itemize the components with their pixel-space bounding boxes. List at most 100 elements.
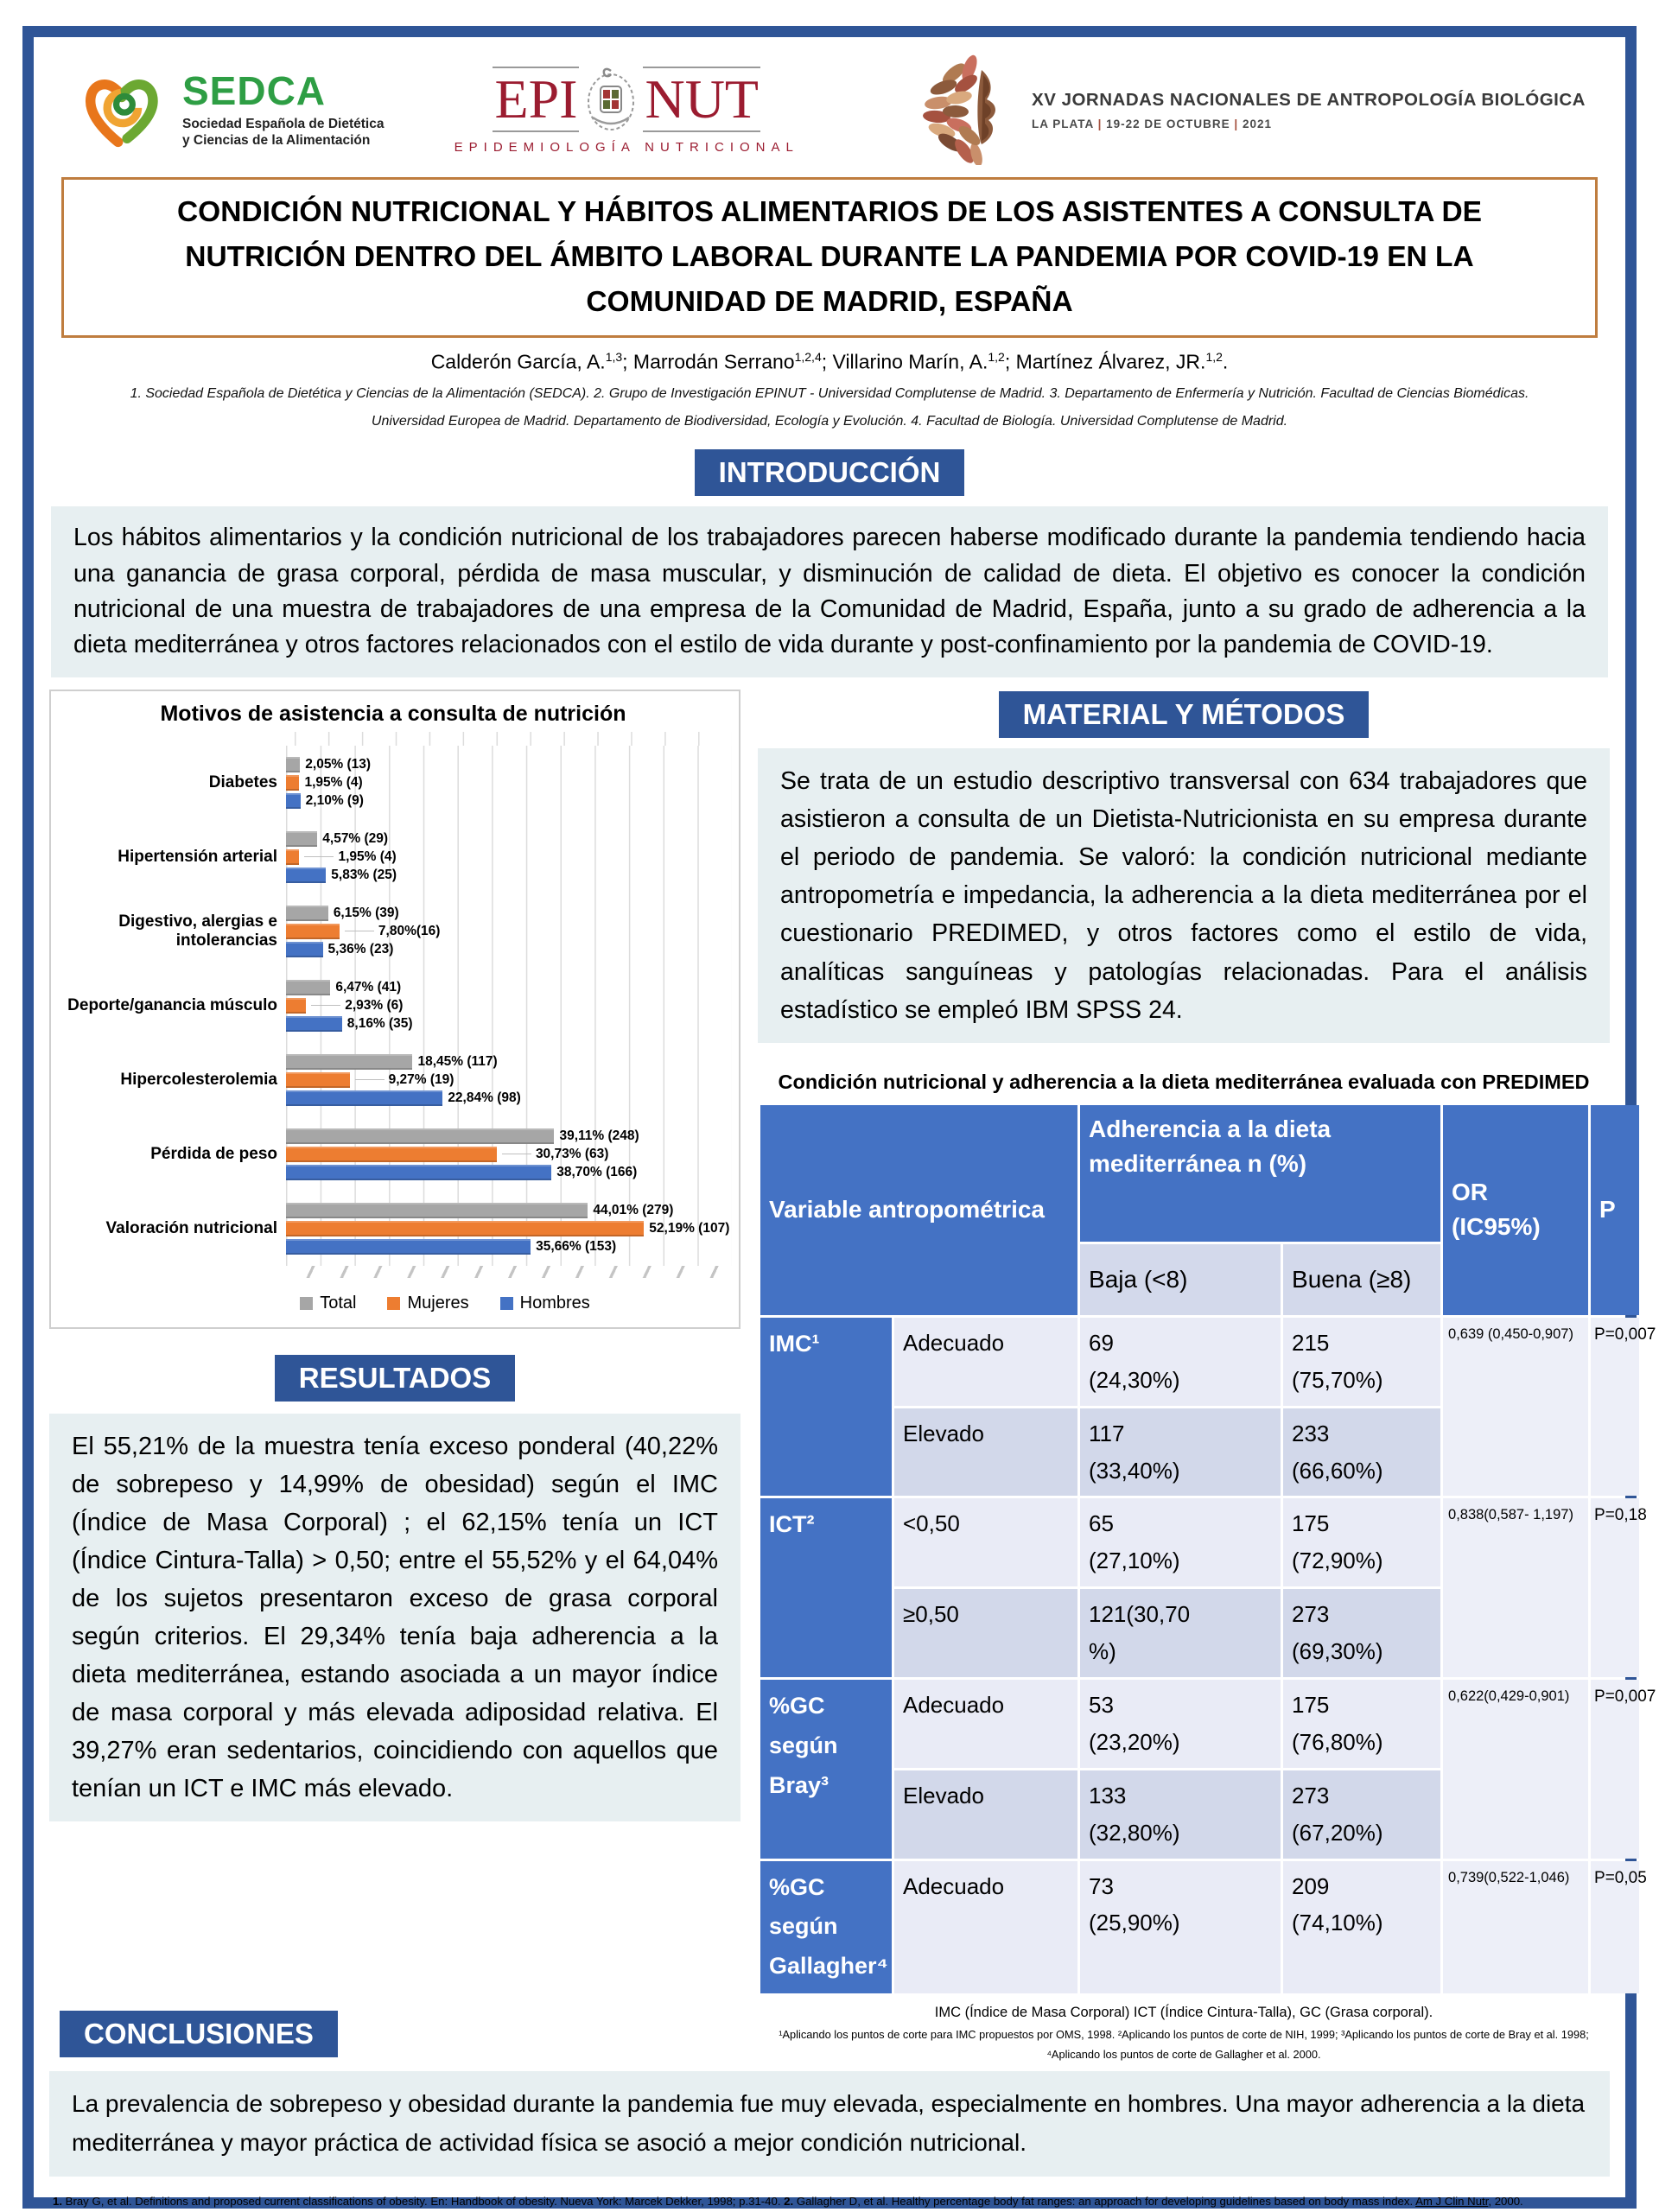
page-content: SEDCA Sociedad Española de Dietética y C… — [48, 46, 1656, 2208]
bar-value-label: 6,15% (39) — [333, 905, 399, 920]
author-name: ; Martínez Álvarez, JR. — [1004, 350, 1206, 373]
bar-value-label: 22,84% (98) — [448, 1090, 521, 1105]
bar-value-label: 2,10% (9) — [305, 792, 364, 808]
epinut-subtitle: EPIDEMIOLOGÍA NUTRICIONAL — [454, 139, 799, 155]
bar-line: 18,45% (117) — [286, 1053, 732, 1071]
bar-value-label: 5,83% (25) — [331, 867, 397, 882]
bar-mujeres — [286, 1071, 350, 1088]
author-name: Calderón García, A. — [430, 350, 606, 373]
epinut-word-right: NUT — [643, 66, 761, 132]
resultados-text: El 55,21% de la muestra tenía exceso pon… — [49, 1413, 741, 1822]
bar-total — [286, 1202, 588, 1218]
reference-text: Gallagher D, et al. Healthy percentage b… — [793, 2194, 1416, 2208]
bar-total — [286, 979, 331, 995]
legend-item-mujeres: Mujeres — [387, 1293, 469, 1313]
legend-label: Mujeres — [407, 1293, 469, 1313]
table-row: %GC según Bray³ Adecuado 53 (23,20%) 175… — [760, 1680, 1656, 1859]
bar-line: 38,70% (166) — [286, 1164, 732, 1181]
col-header-baja: Baja (<8) — [1080, 1243, 1281, 1315]
section-heading-material: MATERIAL Y MÉTODOS — [998, 690, 1370, 738]
poster-title: CONDICIÓN NUTRICIONAL Y HÁBITOS ALIMENTA… — [61, 177, 1598, 338]
reference-text: Bray G, et al. Definitions and proposed … — [62, 2194, 785, 2208]
bar-value-label: 4,57% (29) — [322, 830, 389, 846]
table-title: Condición nutricional y adherencia a la … — [778, 1070, 1590, 1093]
header: SEDCA Sociedad Española de Dietética y C… — [48, 46, 1611, 174]
table-row: ≥0,50 121(30,70 %) 273 (69,30%) — [760, 1589, 1639, 1677]
chart-category-row: Pérdida de peso 39,11% (248) 30,73% (63) 38… — [54, 1116, 732, 1192]
bar-hombres — [286, 1238, 531, 1255]
author-affil-sup: 1,2 — [1205, 349, 1223, 364]
sedca-subtitle: Sociedad Española de Dietética y Ciencia… — [182, 116, 385, 148]
bar-value-label: 35,66% (153) — [536, 1238, 617, 1254]
bar-value-label: 8,16% (35) — [346, 1015, 413, 1031]
bar-hombres — [286, 867, 327, 883]
chart-bar-group: 39,11% (248) 30,73% (63) 38,70% (166) — [286, 1116, 732, 1192]
chart-category-label: Valoración nutricional — [105, 1218, 278, 1237]
bar-line: 1,95% (4) — [286, 774, 732, 791]
legend-swatch-mujeres — [387, 1296, 401, 1310]
bar-line: 2,05% (13) — [286, 756, 732, 773]
chart-category-row: Valoración nutricional 44,01% (279) 52,19%… — [54, 1191, 732, 1266]
bar-line: 8,16% (35) — [286, 1015, 732, 1033]
bar-total — [286, 1053, 413, 1070]
left-column: Motivos de asistencia a consulta de nutr… — [49, 689, 741, 1822]
chart-category-row: Deporte/ganancia músculo 6,47% (41) 2,93% … — [54, 968, 732, 1043]
introduccion-text: Los hábitos alimentarios y la condición … — [51, 506, 1608, 677]
jornadas-year: 2021 — [1242, 117, 1273, 130]
bar-mujeres — [286, 1146, 497, 1162]
bar-line: 22,84% (98) — [286, 1090, 732, 1107]
bar-line: 6,47% (41) — [286, 979, 732, 996]
bar-line: 44,01% (279) — [286, 1202, 732, 1219]
chart-category-label: Diabetes — [208, 772, 277, 791]
chart-rows: Diabetes 2,05% (13) 1,95% (4) 2,10% (9) Hipe… — [54, 745, 732, 1266]
sedca-text: SEDCA Sociedad Española de Dietética y C… — [182, 71, 384, 149]
bar-hombres — [286, 941, 323, 957]
or-cell: 0,838(0,587- 1,197) — [1443, 1498, 1589, 1677]
p-cell: P=0,007 — [1591, 1317, 1656, 1497]
main-columns: Motivos de asistencia a consulta de nutr… — [49, 689, 1656, 2065]
baja-cell: 133 (32,80%) — [1080, 1770, 1281, 1859]
legend-item-hombres: Hombres — [499, 1294, 590, 1313]
buena-cell: 215 (75,70%) — [1283, 1317, 1441, 1406]
epinut-word-left: EPI — [493, 66, 580, 132]
table-footnote-abbrev: IMC (Índice de Masa Corporal) ICT (Índic… — [934, 2005, 1433, 2021]
or-cell: 0,622(0,429-0,901) — [1443, 1680, 1589, 1859]
author-affil-sup: 1,2,4 — [794, 349, 822, 364]
baja-cell: 121(30,70 %) — [1080, 1589, 1281, 1677]
jornadas-date: 19-22 DE OCTUBRE — [1106, 117, 1230, 130]
variable-label: ICT² — [760, 1498, 892, 1677]
chart-category-label: Deporte/ganancia músculo — [67, 995, 277, 1014]
chart-category-row: Hipercolesterolemia 18,45% (117) 9,27% (19… — [54, 1042, 732, 1117]
bar-value-label: 18,45% (117) — [417, 1053, 498, 1069]
bar-line: 5,36% (23) — [286, 941, 732, 958]
chart-x-axis — [295, 1265, 732, 1278]
bar-line: 5,83% (25) — [286, 867, 732, 884]
bar-total — [286, 1128, 555, 1144]
ucm-crest-icon — [588, 67, 635, 130]
chart-bar-group: 44,01% (279) 52,19% (107) 35,66% (153) — [286, 1191, 732, 1266]
bar-line: 35,66% (153) — [286, 1238, 732, 1255]
bar-mujeres — [286, 1220, 645, 1236]
variable-label: IMC¹ — [760, 1317, 892, 1497]
or-cell: 0,739(0,522-1,046) — [1443, 1860, 1589, 1994]
table-row: %GC según Gallagher⁴ Adecuado 73 (25,90%… — [760, 1860, 1647, 1994]
bar-hombres — [286, 1090, 443, 1106]
buena-cell: 175 (72,90%) — [1283, 1498, 1441, 1587]
chart-category-label: Hipercolesterolemia — [120, 1070, 277, 1089]
affiliations: 1. Sociedad Española de Dietética y Cien… — [48, 380, 1611, 435]
conclusiones-text: La prevalencia de sobrepeso y obesidad d… — [49, 2071, 1610, 2177]
authors-line: Calderón García, A.1,3; Marrodán Serrano… — [48, 350, 1611, 374]
table-row: ICT² <0,50 65 (27,10%) 175 (72,90%) 0,83… — [760, 1498, 1647, 1677]
chart-title: Motivos de asistencia a consulta de nutr… — [160, 701, 626, 726]
bar-line: 30,73% (63) — [286, 1146, 732, 1163]
variable-label: %GC según Bray³ — [760, 1680, 892, 1859]
jornadas-separator: | — [1097, 117, 1103, 130]
category-cell: ≥0,50 — [894, 1589, 1078, 1677]
page-border: SEDCA Sociedad Española de Dietética y C… — [22, 26, 1656, 2209]
bar-value-label: 1,95% (4) — [304, 849, 396, 865]
section-heading-introduccion: INTRODUCCIÓN — [694, 449, 965, 497]
legend-swatch-total — [300, 1296, 314, 1310]
baja-cell: 73 (25,90%) — [1080, 1860, 1281, 1994]
category-cell: Adecuado — [894, 1860, 1078, 1994]
